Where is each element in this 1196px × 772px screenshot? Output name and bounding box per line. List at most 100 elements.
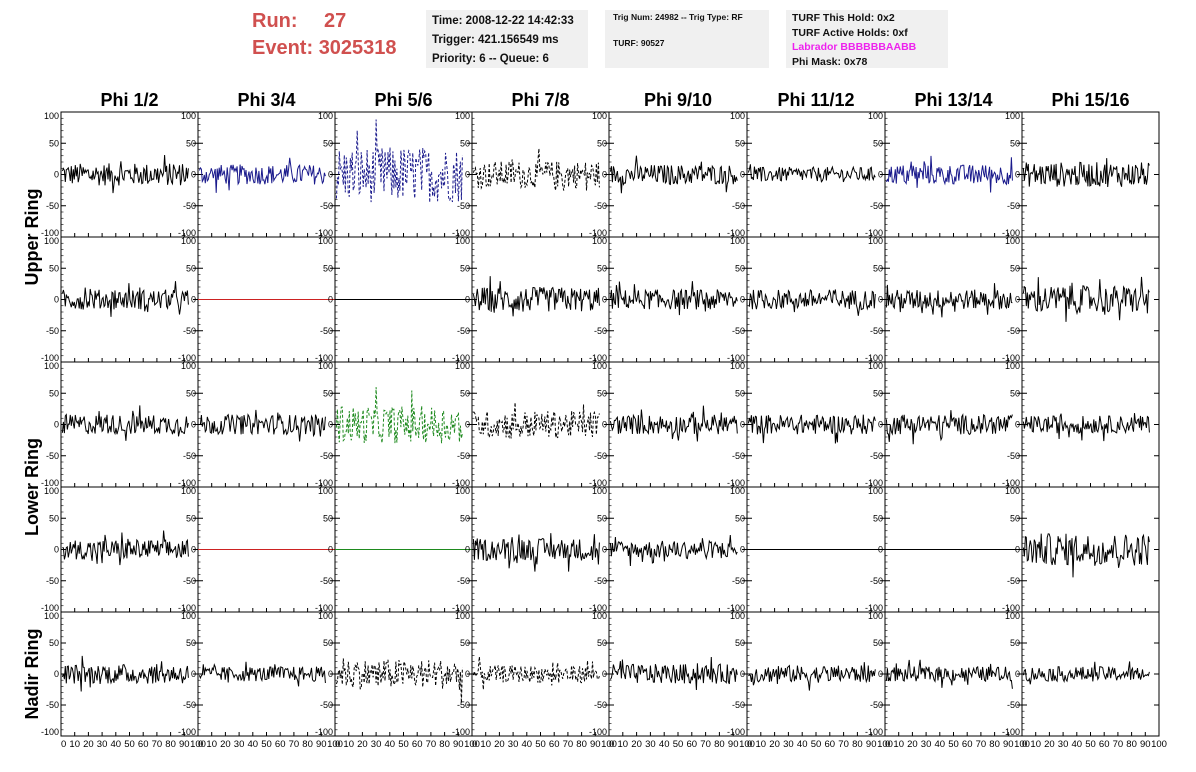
x-tick-label: 10: [618, 739, 629, 750]
row-group-label: Nadir Ring: [22, 628, 42, 719]
y-tick-label: 0: [740, 170, 745, 180]
y-tick-label: 0: [602, 545, 607, 555]
y-tick-label: -100: [1002, 478, 1020, 488]
x-tick-label: 30: [97, 739, 108, 750]
waveform-trace: [335, 387, 463, 444]
waveform-trace: [885, 410, 1013, 445]
y-tick-label: 100: [730, 361, 745, 371]
y-tick-label: -50: [732, 700, 745, 710]
y-tick-label: -50: [183, 451, 196, 461]
y-tick-label: 0: [191, 295, 196, 305]
y-tick-label: 0: [465, 170, 470, 180]
y-tick-label: -50: [1007, 700, 1020, 710]
y-tick-label: 50: [1010, 513, 1020, 523]
y-tick-label: -50: [594, 451, 607, 461]
y-tick-label: -100: [1002, 228, 1020, 238]
y-tick-label: 0: [54, 669, 59, 679]
x-tick-label: 30: [1058, 739, 1069, 750]
y-tick-label: 100: [44, 486, 59, 496]
x-tick-label: 90: [1003, 739, 1014, 750]
y-tick-label: -50: [870, 201, 883, 211]
y-tick-label: 100: [455, 611, 470, 621]
y-tick-label: 0: [740, 545, 745, 555]
y-tick-label: 100: [44, 361, 59, 371]
y-tick-label: 100: [318, 486, 333, 496]
x-tick-label: 10: [893, 739, 904, 750]
x-tick-label: 80: [165, 739, 176, 750]
x-tick-label: 70: [426, 739, 437, 750]
waveform-trace: [335, 658, 463, 704]
y-tick-label: -100: [1002, 353, 1020, 363]
y-tick-label: 50: [597, 138, 607, 148]
time-text: Time: 2008-12-22 14:42:33: [432, 15, 574, 27]
y-tick-label: 50: [597, 513, 607, 523]
x-tick-label: 70: [838, 739, 849, 750]
y-tick-label: -100: [178, 603, 196, 613]
y-tick-label: 50: [49, 388, 59, 398]
y-tick-label: -50: [183, 700, 196, 710]
y-tick-label: -100: [41, 478, 59, 488]
y-tick-label: 0: [54, 420, 59, 430]
y-tick-label: -100: [452, 228, 470, 238]
y-tick-label: 100: [868, 361, 883, 371]
x-tick-label: 80: [989, 739, 1000, 750]
x-tick-label: 20: [907, 739, 918, 750]
x-tick-label: 40: [248, 739, 259, 750]
x-tick-label: 10: [69, 739, 80, 750]
y-tick-label: -100: [452, 353, 470, 363]
waveform-trace: [748, 288, 876, 316]
x-tick-label: 60: [687, 739, 698, 750]
x-tick-label: 60: [549, 739, 560, 750]
y-tick-label: -100: [865, 478, 883, 488]
y-tick-label: -50: [46, 451, 59, 461]
y-tick-label: -50: [870, 576, 883, 586]
x-tick-label: 90: [590, 739, 601, 750]
y-tick-label: -50: [870, 451, 883, 461]
turf-active-holds-text: TURF Active Holds: 0xf: [792, 26, 908, 39]
y-tick-label: 50: [873, 263, 883, 273]
x-tick-label: 100: [601, 739, 617, 750]
y-tick-label: 0: [54, 295, 59, 305]
x-tick-label: 50: [535, 739, 546, 750]
y-tick-label: -50: [46, 700, 59, 710]
y-tick-label: -100: [727, 353, 745, 363]
y-tick-label: -100: [178, 478, 196, 488]
y-tick-label: -50: [46, 576, 59, 586]
y-tick-label: 50: [735, 638, 745, 648]
y-tick-label: 100: [181, 611, 196, 621]
x-tick-label: 40: [385, 739, 396, 750]
y-tick-label: 50: [873, 638, 883, 648]
y-tick-label: 100: [592, 361, 607, 371]
y-tick-label: 0: [878, 295, 883, 305]
y-tick-label: 50: [597, 263, 607, 273]
y-tick-label: -100: [589, 603, 607, 613]
y-tick-label: -50: [1007, 201, 1020, 211]
y-tick-label: -50: [183, 576, 196, 586]
x-tick-label: 90: [728, 739, 739, 750]
y-tick-label: 50: [186, 138, 196, 148]
y-tick-label: 100: [730, 486, 745, 496]
x-tick-label: 60: [412, 739, 423, 750]
y-tick-label: 50: [873, 513, 883, 523]
x-tick-label: 100: [739, 739, 755, 750]
x-tick-label: 50: [261, 739, 272, 750]
waveform-trace: [885, 283, 1013, 318]
y-tick-label: 100: [1005, 486, 1020, 496]
x-tick-label: 70: [152, 739, 163, 750]
run-value: 27: [324, 10, 347, 32]
x-tick-label: 100: [877, 739, 893, 750]
y-tick-label: 100: [455, 361, 470, 371]
waveform-trace: [609, 281, 738, 316]
waveform-trace: [1022, 661, 1150, 685]
x-tick-label: 0: [198, 739, 203, 750]
trig-num-text: Trig Num: 24982 -- Trig Type: RF: [613, 12, 743, 22]
x-tick-label: 50: [124, 739, 135, 750]
y-tick-label: -100: [1002, 727, 1020, 737]
x-tick-label: 30: [508, 739, 519, 750]
y-tick-label: 100: [1005, 611, 1020, 621]
x-tick-label: 100: [1014, 739, 1030, 750]
y-tick-label: 0: [328, 170, 333, 180]
x-tick-label: 50: [398, 739, 409, 750]
y-tick-label: 50: [186, 638, 196, 648]
y-tick-label: -50: [183, 326, 196, 336]
